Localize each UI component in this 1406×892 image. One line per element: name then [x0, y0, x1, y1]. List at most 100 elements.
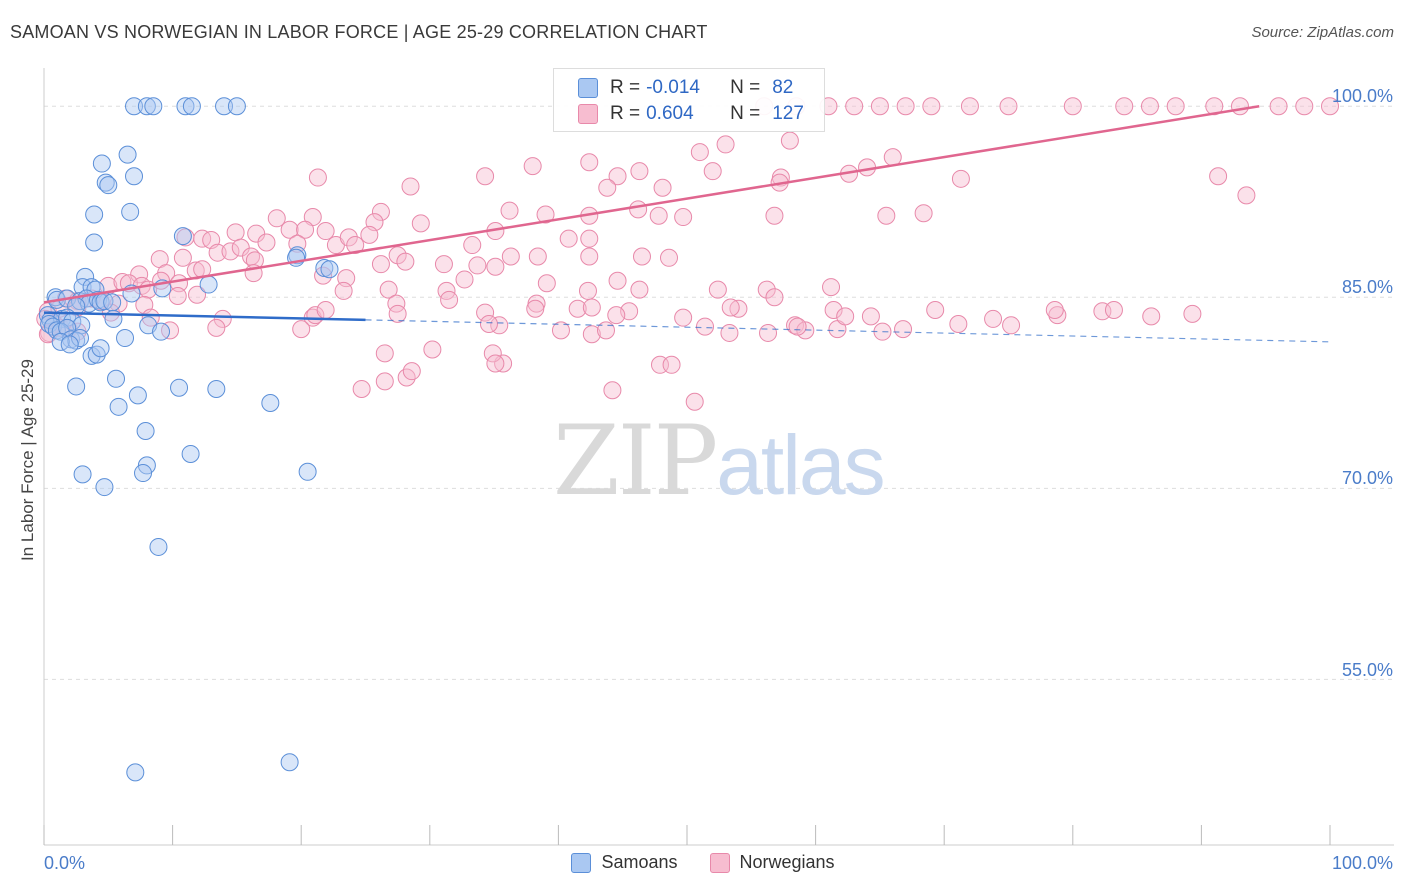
norwegian-point: [1048, 306, 1067, 325]
norwegian-point: [388, 304, 407, 323]
samoan-point: [73, 465, 92, 484]
samoan-point: [137, 97, 156, 116]
norwegian-point: [578, 281, 597, 300]
norwegian-point: [662, 355, 681, 374]
norwegian-point: [526, 299, 545, 318]
norwegian-point: [580, 247, 599, 266]
legend-label: Norwegians: [739, 852, 835, 872]
samoan-swatch: [571, 852, 592, 873]
norwegian-point: [500, 201, 519, 220]
norwegian-point: [468, 256, 487, 275]
norwegian-point: [922, 97, 941, 116]
norwegian-point: [721, 298, 740, 317]
x-tick-label-min: 0.0%: [44, 853, 86, 873]
series-legend: Samoans Norwegians: [0, 852, 1406, 873]
norwegian-point: [411, 214, 430, 233]
samoan-point: [60, 335, 79, 354]
norwegian-point: [630, 162, 649, 181]
norwegian-point: [308, 168, 327, 187]
norwegian-point: [231, 238, 250, 257]
samoan-point: [126, 763, 145, 782]
norwegian-point: [168, 287, 187, 306]
y-tick-label: 70.0%: [1341, 468, 1393, 488]
norwegian-point: [1104, 301, 1123, 320]
norwegian-point: [213, 309, 232, 328]
samoan-point: [298, 462, 317, 481]
stats-legend: R = -0.014 N = 82 R = 0.604 N = 127: [553, 68, 825, 132]
norwegian-point: [434, 255, 453, 274]
samoan-point: [136, 422, 155, 441]
norwegian-point: [423, 340, 442, 359]
norwegian-point: [371, 255, 390, 274]
norwegian-point: [608, 167, 627, 186]
samoan-point: [181, 444, 200, 463]
norwegian-point: [375, 344, 394, 363]
norwegian-point: [824, 301, 843, 320]
norwegian-point: [360, 225, 379, 244]
norwegian-point: [720, 323, 739, 342]
norwegian-point: [396, 252, 415, 271]
norwegian-point: [523, 157, 542, 176]
samoan-point: [76, 267, 95, 286]
norwegian-point: [193, 229, 212, 248]
norwegian-point: [221, 242, 240, 261]
norwegian-point: [314, 266, 333, 285]
norwegian-point: [479, 315, 498, 334]
samoan-point: [134, 464, 153, 483]
norwegian-point: [632, 247, 651, 266]
norwegian-point: [780, 131, 799, 150]
norwegian-point: [161, 321, 180, 340]
samoan-point: [207, 379, 226, 398]
samoan-point: [215, 97, 234, 116]
trend-lines: [43, 104, 1331, 343]
samoan-point: [173, 227, 192, 246]
norwegian-point: [455, 270, 474, 289]
norwegian-point: [630, 280, 649, 299]
chart-title: SAMOAN VS NORWEGIAN IN LABOR FORCE | AGE…: [10, 22, 708, 42]
norwegian-point: [653, 178, 672, 197]
samoan-swatch: [578, 78, 598, 98]
norwegian-point: [316, 222, 335, 241]
norwegian-point: [486, 257, 505, 276]
norwegian-point: [696, 317, 715, 336]
samoan-point: [71, 329, 90, 348]
norwegian-point: [1142, 307, 1161, 326]
legend-item-samoans[interactable]: Samoans: [571, 852, 678, 873]
norwegian-point: [334, 281, 353, 300]
y-tick-label: 55.0%: [1341, 660, 1393, 680]
norwegian-point: [568, 299, 587, 318]
norwegian-point: [1295, 97, 1314, 116]
norwegian-point: [267, 209, 286, 228]
norwegian-point: [582, 325, 601, 344]
samoan-points: [38, 97, 339, 782]
norwegian-point: [596, 321, 615, 340]
norwegian-point: [861, 307, 880, 326]
norwegian-point: [960, 97, 979, 116]
norwegian-point: [836, 307, 855, 326]
norwegian-point: [984, 309, 1003, 328]
norwegian-point: [388, 246, 407, 265]
legend-item-norwegians[interactable]: Norwegians: [709, 852, 835, 873]
norwegian-point: [440, 290, 459, 309]
norwegian-point: [375, 372, 394, 391]
norwegian-point: [257, 233, 276, 252]
norwegian-point: [674, 308, 693, 327]
norwegian-point: [649, 206, 668, 225]
samoan-point: [107, 369, 126, 388]
norwegian-point: [1140, 97, 1159, 116]
samoan-point: [116, 329, 135, 348]
norwegian-point: [765, 288, 784, 307]
norwegian-swatch: [578, 104, 598, 124]
n-label: N =: [730, 77, 761, 98]
norwegian-point: [559, 229, 578, 248]
r-label: R =: [610, 77, 641, 98]
norwegian-point: [401, 177, 420, 196]
norwegian-point: [582, 298, 601, 317]
norwegian-point: [1002, 316, 1021, 335]
norwegian-trend-line: [43, 104, 1260, 304]
n-value: 127: [772, 103, 804, 124]
source-label: Source: ZipAtlas.com: [1251, 24, 1394, 41]
n-value: 82: [772, 77, 794, 98]
samoan-point: [95, 478, 114, 497]
samoan-point: [85, 205, 104, 224]
